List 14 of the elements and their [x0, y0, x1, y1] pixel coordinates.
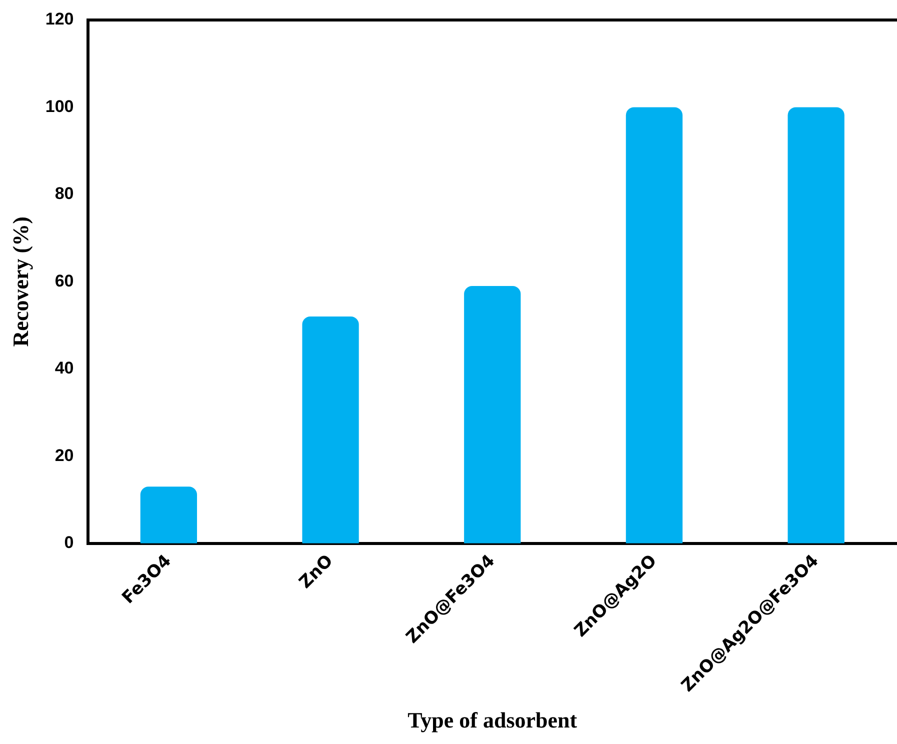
y-tick-label: 0: [64, 533, 74, 552]
y-tick-label: 80: [54, 184, 74, 204]
bar: [302, 316, 359, 544]
y-tick-label: 120: [45, 10, 74, 29]
y-tick-label: 20: [54, 446, 74, 465]
bar: [464, 286, 521, 544]
x-axis-title: Type of adsorbent: [408, 707, 578, 732]
y-tick-label: 40: [54, 358, 74, 378]
bar: [140, 486, 198, 544]
bar: [626, 107, 683, 544]
bar: [788, 107, 844, 544]
y-tick-label: 100: [45, 96, 74, 116]
y-axis-title: Recovery (%): [8, 216, 33, 347]
y-tick-label: 60: [54, 271, 74, 290]
